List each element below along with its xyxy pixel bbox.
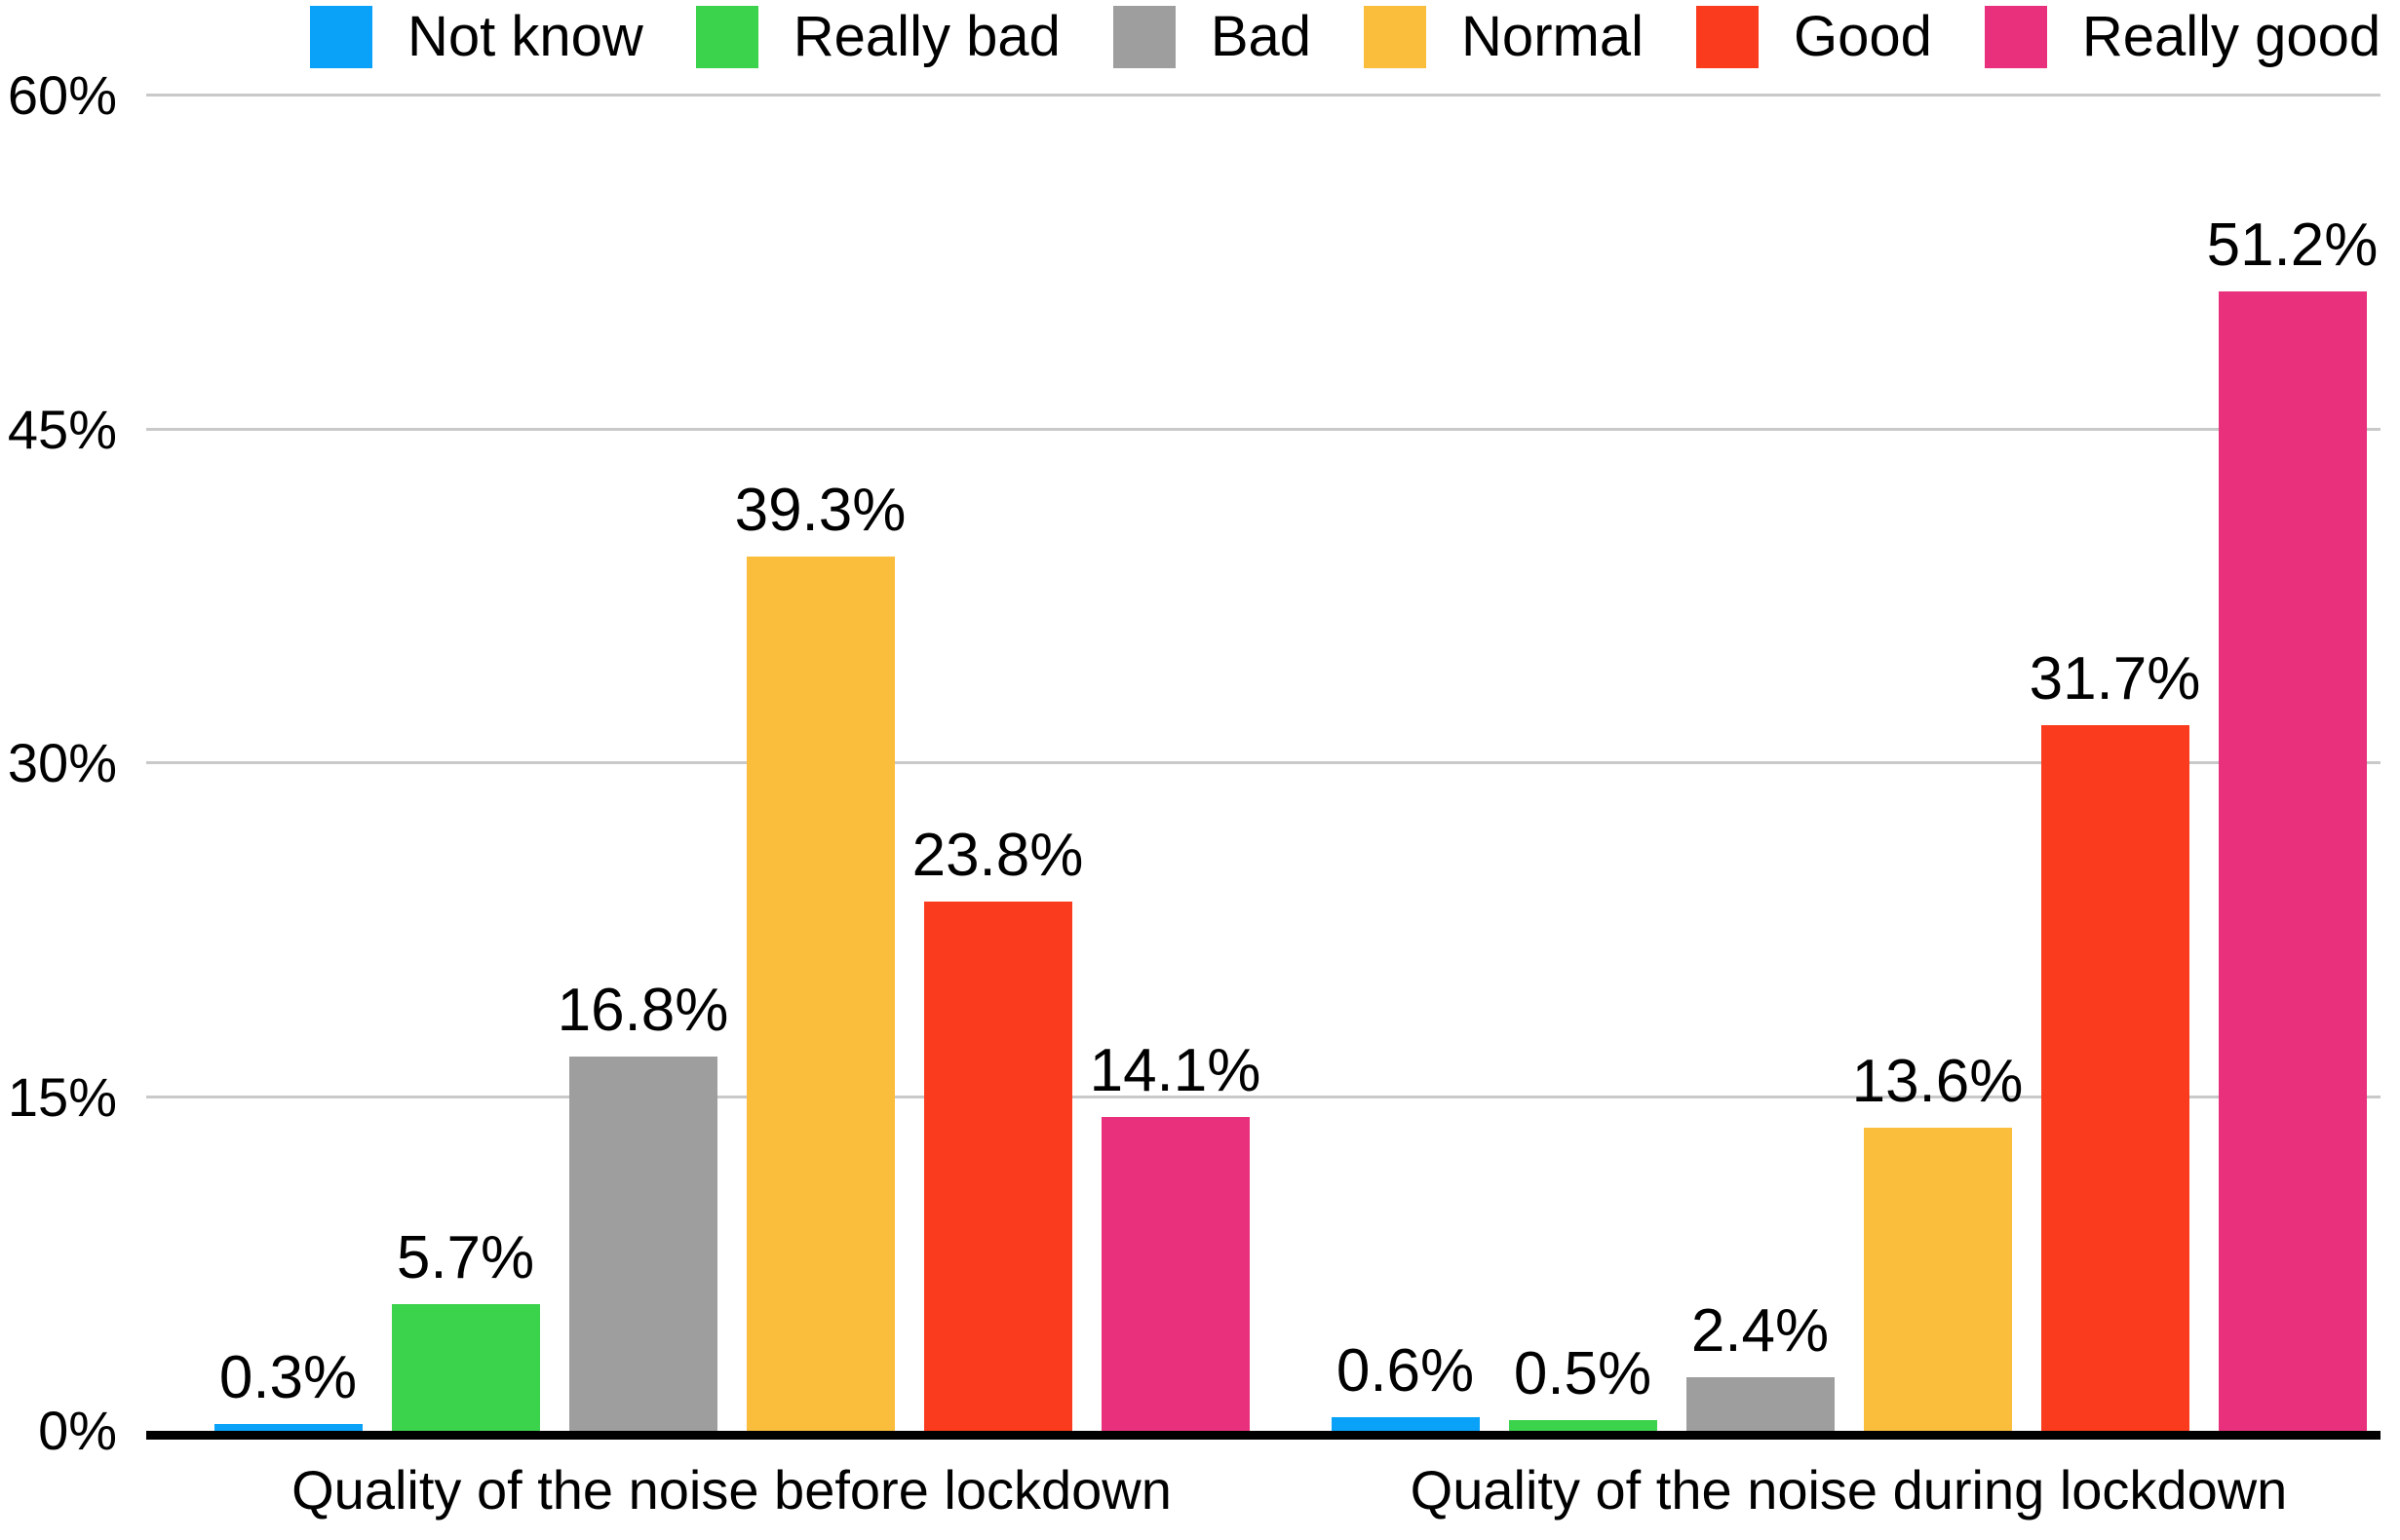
bar-bad: 2.4% xyxy=(1685,1301,1835,1431)
gridline xyxy=(146,761,2381,764)
bar-value-label: 16.8% xyxy=(557,977,729,1045)
legend-item-good: Good xyxy=(1695,5,1932,68)
x-axis-group-label: Quality of the noise during lockdown xyxy=(1410,1459,2288,1521)
legend-item-normal: Normal xyxy=(1364,6,1644,68)
gridline xyxy=(146,94,2381,96)
y-axis-tick-label: 45% xyxy=(7,398,117,460)
legend-swatch-icon xyxy=(1364,6,1427,68)
legend-label: Really bad xyxy=(793,5,1061,68)
gridline xyxy=(146,427,2381,431)
legend-item-not-know: Not know xyxy=(310,6,643,68)
bar-group-2: 0.6% 0.5% 2.4% 13.6% 31.7% 51.2% xyxy=(1263,96,2381,1431)
bar-value-label: 23.8% xyxy=(911,821,1084,889)
bar-value-label: 5.7% xyxy=(396,1223,535,1291)
bar-not-know: 0.3% xyxy=(213,1348,363,1431)
bar-really-bad: 5.7% xyxy=(391,1227,540,1431)
bar-not-know: 0.6% xyxy=(1331,1341,1480,1431)
bar-really-bad: 0.5% xyxy=(1508,1343,1657,1431)
x-axis-group-label: Quality of the noise before lockdown xyxy=(291,1459,1172,1521)
x-axis: Quality of the noise before lockdown Qua… xyxy=(146,1460,2381,1521)
y-axis-tick-label: 0% xyxy=(38,1400,117,1461)
y-axis-tick-label: 30% xyxy=(7,732,117,793)
legend-swatch-icon xyxy=(1695,6,1759,68)
bar-group-1: 0.3% 5.7% 16.8% 39.3% 23.8% 14.1% xyxy=(146,96,1263,1431)
legend-label: Good xyxy=(1793,5,1932,68)
y-axis-tick-label: 15% xyxy=(7,1065,117,1128)
legend-label: Normal xyxy=(1461,5,1644,68)
bar-groups: 0.3% 5.7% 16.8% 39.3% 23.8% 14.1% 0.6% 0.5% 2.4%… xyxy=(146,96,2381,1431)
bar-normal: 13.6% xyxy=(1852,1052,2023,1431)
plot-area: 0% 15% 30% 45% 60% 0.3% 5.7% 16.8% 39.3% 23.8% 14… xyxy=(8,68,2381,1458)
bar-value-label: 2.4% xyxy=(1690,1297,1830,1366)
bar-value-label: 14.1% xyxy=(1089,1037,1261,1105)
bar-value-label: 51.2% xyxy=(2206,211,2379,279)
bar-normal: 39.3% xyxy=(735,480,906,1431)
legend: Not know Really bad Bad Normal Good Really go… xyxy=(310,6,2381,68)
bar-value-label: 0.3% xyxy=(218,1344,358,1412)
legend-label: Bad xyxy=(1210,5,1312,68)
bar-really-good: 51.2% xyxy=(2207,214,2378,1431)
legend-swatch-icon xyxy=(310,6,372,68)
legend-item-bad: Bad xyxy=(1112,5,1312,68)
bar-value-label: 39.3% xyxy=(734,476,907,544)
legend-item-really-bad: Really bad xyxy=(695,5,1061,68)
gridline xyxy=(146,1095,2381,1098)
legend-label: Really good xyxy=(2081,5,2381,68)
bar-really-good: 14.1% xyxy=(1090,1041,1260,1431)
legend-swatch-icon xyxy=(1112,6,1176,68)
bar-value-label: 0.6% xyxy=(1335,1337,1475,1405)
y-axis-tick-label: 60% xyxy=(7,64,117,126)
legend-label: Not know xyxy=(407,5,643,68)
bar-value-label: 13.6% xyxy=(1851,1048,2024,1116)
bar-value-label: 31.7% xyxy=(2029,645,2201,713)
bar-value-label: 0.5% xyxy=(1513,1339,1652,1407)
bar-good: 31.7% xyxy=(2030,649,2200,1431)
legend-item-really-good: Really good xyxy=(1984,5,2381,68)
legend-swatch-icon xyxy=(1984,6,2047,68)
bar-good: 23.8% xyxy=(912,825,1083,1431)
bar-bad: 16.8% xyxy=(558,981,728,1431)
legend-swatch-icon xyxy=(695,6,758,68)
